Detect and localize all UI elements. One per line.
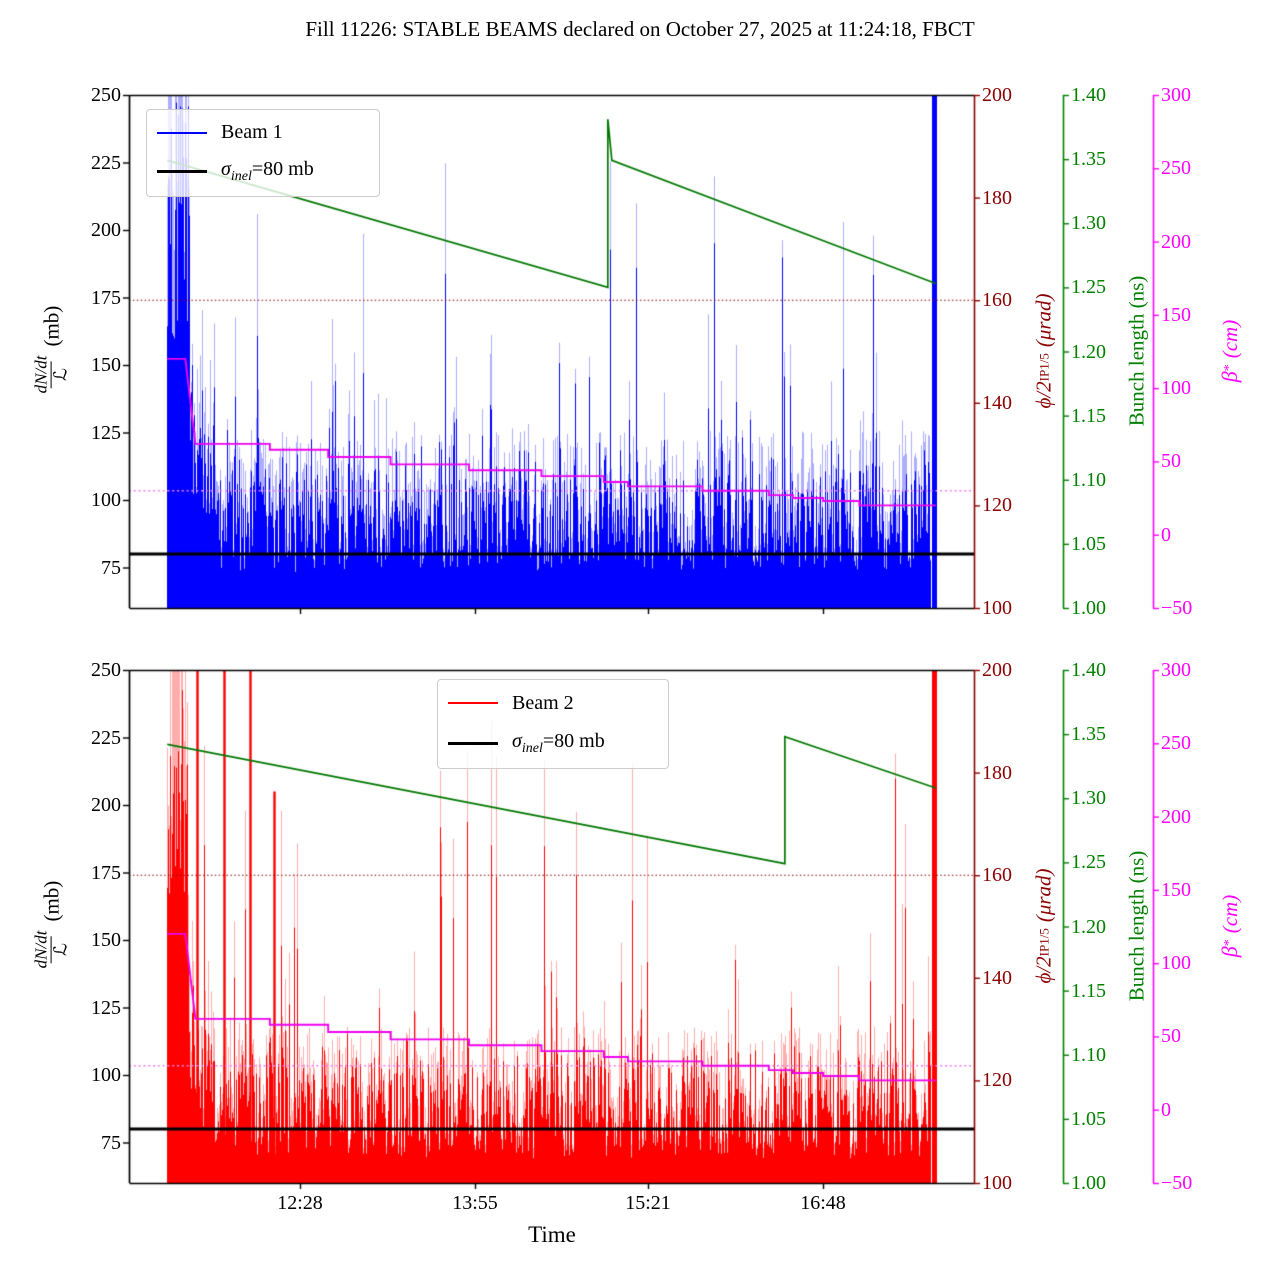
rate-tick-label: 200 <box>91 219 121 241</box>
rate-tick-label: 100 <box>91 1064 121 1086</box>
legend-beam1: Beam 1 σinel=80 mb <box>146 109 380 197</box>
bunch-tick-label: 1.10 <box>1071 1043 1106 1066</box>
bunch-length-axis-label-bottom: Bunch length (ns) <box>1124 850 1149 1002</box>
crossing-tick-label: 160 <box>982 864 1012 887</box>
crossing-tick-label: 120 <box>982 1069 1012 1092</box>
crossing-tick-label: 200 <box>982 659 1012 681</box>
time-tick-label: 16:48 <box>800 1192 846 1214</box>
rate-tick-label: 125 <box>91 996 121 1019</box>
beta-tick-label: 300 <box>1161 659 1191 681</box>
rate-tick-label: 125 <box>91 421 121 444</box>
bunch-tick-label: 1.40 <box>1071 84 1106 106</box>
crossing-tick-label: 120 <box>982 494 1012 517</box>
time-tick-label: 15:21 <box>625 1192 671 1214</box>
beta-tick-label: 100 <box>1161 377 1191 400</box>
bunch-tick-label: 1.35 <box>1071 148 1106 171</box>
bunch-tick-label: 1.20 <box>1071 915 1106 938</box>
crossing-tick-label: 160 <box>982 289 1012 312</box>
beta-tick-label: 50 <box>1161 1025 1181 1048</box>
rate-tick-label: 75 <box>101 1131 121 1154</box>
beta-tick-label: 300 <box>1161 84 1191 106</box>
crossing-tick-label: 140 <box>982 966 1012 989</box>
rate-tick-label: 225 <box>91 726 121 749</box>
bunch-tick-label: 1.15 <box>1071 979 1106 1002</box>
beam1-line-sample <box>157 131 207 134</box>
beta-tick-label: 200 <box>1161 805 1191 828</box>
time-tick-label: 12:28 <box>277 1192 323 1214</box>
crossing-tick-label: 100 <box>982 1172 1012 1194</box>
rate-tick-label: 225 <box>91 151 121 174</box>
legend-label: Beam 2 <box>512 691 574 714</box>
legend-entry-beam1: Beam 1 <box>157 121 369 144</box>
legend-beam2: Beam 2 σinel=80 mb <box>437 679 669 769</box>
bunch-tick-label: 1.00 <box>1071 597 1106 619</box>
rate-tick-label: 75 <box>101 556 121 579</box>
rate-tick-label: 175 <box>91 861 121 884</box>
bunch-tick-label: 1.25 <box>1071 276 1106 299</box>
bunch-tick-label: 1.30 <box>1071 787 1106 810</box>
legend-label: σinel=80 mb <box>512 729 605 756</box>
rate-axis-label-bottom: dN/dt ℒ (mb) <box>32 881 72 972</box>
beta-tick-label: 250 <box>1161 157 1191 180</box>
bunch-tick-label: 1.25 <box>1071 851 1106 874</box>
beta-star-axis-label-bottom: β * (cm) <box>1217 894 1242 958</box>
rate-tick-label: 200 <box>91 794 121 816</box>
rate-tick-label: 100 <box>91 489 121 511</box>
time-tick-label: 13:55 <box>452 1192 498 1214</box>
bunch-tick-label: 1.05 <box>1071 532 1106 555</box>
sigma-line-sample <box>157 170 207 173</box>
beta-tick-label: 0 <box>1161 1098 1171 1121</box>
legend-label: Beam 1 <box>221 121 283 143</box>
rate-tick-label: 150 <box>91 929 121 951</box>
beta-tick-label: −50 <box>1161 1172 1193 1194</box>
beta-tick-label: −50 <box>1161 597 1193 619</box>
bunch-tick-label: 1.35 <box>1071 723 1106 746</box>
beta-tick-label: 150 <box>1161 303 1191 326</box>
bunch-length-axis-label-top: Bunch length (ns) <box>1124 275 1149 427</box>
bunch-tick-label: 1.05 <box>1071 1107 1106 1130</box>
beta-tick-label: 50 <box>1161 450 1181 473</box>
crossing-angle-axis-label-top: ϕ/2 IP1/5 (μrad) <box>1031 293 1056 409</box>
crossing-tick-label: 180 <box>982 761 1012 784</box>
bunch-tick-label: 1.30 <box>1071 212 1106 235</box>
legend-entry-sigma: σinel=80 mb <box>157 158 369 185</box>
beam2-line-sample <box>448 702 498 704</box>
sigma-line-sample <box>448 741 498 745</box>
bunch-tick-label: 1.10 <box>1071 468 1106 491</box>
legend-label: σinel=80 mb <box>221 158 314 184</box>
rate-tick-label: 175 <box>91 286 121 309</box>
figure-title: Fill 11226: STABLE BEAMS declared on Oct… <box>305 17 975 41</box>
bunch-tick-label: 1.20 <box>1071 340 1106 363</box>
crossing-tick-label: 200 <box>982 84 1012 106</box>
bunch-tick-label: 1.40 <box>1071 659 1106 681</box>
crossing-tick-label: 180 <box>982 186 1012 209</box>
crossing-tick-label: 100 <box>982 597 1012 619</box>
rate-tick-label: 250 <box>91 659 121 681</box>
crossing-angle-axis-label-bottom: ϕ/2 IP1/5 (μrad) <box>1031 868 1056 984</box>
crossing-tick-label: 140 <box>982 391 1012 414</box>
bunch-tick-label: 1.00 <box>1071 1172 1106 1194</box>
rate-tick-label: 250 <box>91 84 121 106</box>
legend-entry-sigma: σinel=80 mb <box>448 730 658 757</box>
beta-tick-label: 100 <box>1161 952 1191 975</box>
beta-star-axis-label-top: β * (cm) <box>1217 319 1242 383</box>
rate-tick-label: 150 <box>91 354 121 376</box>
time-axis-label: Time <box>528 1222 576 1247</box>
beta-tick-label: 0 <box>1161 523 1171 546</box>
rate-axis-label-top: dN/dt ℒ (mb) <box>32 306 72 397</box>
beta-tick-label: 150 <box>1161 878 1191 901</box>
bunch-tick-label: 1.15 <box>1071 404 1106 427</box>
beta-tick-label: 200 <box>1161 230 1191 253</box>
beta-tick-label: 250 <box>1161 732 1191 755</box>
legend-entry-beam2: Beam 2 <box>448 692 658 715</box>
